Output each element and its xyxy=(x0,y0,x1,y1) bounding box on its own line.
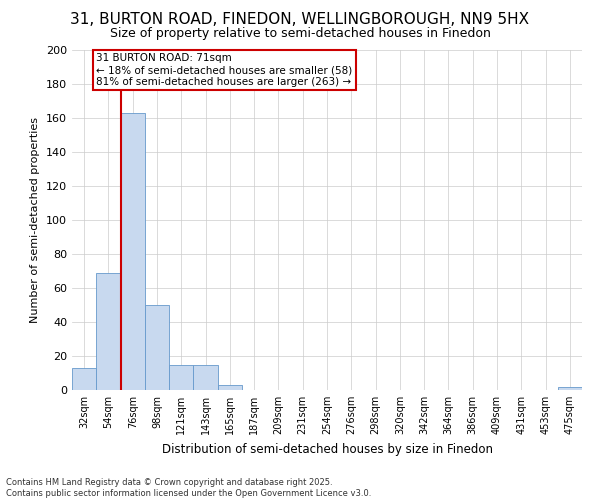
Text: Size of property relative to semi-detached houses in Finedon: Size of property relative to semi-detach… xyxy=(110,28,490,40)
Y-axis label: Number of semi-detached properties: Number of semi-detached properties xyxy=(31,117,40,323)
Bar xyxy=(121,113,145,390)
Bar xyxy=(145,305,169,390)
Text: 31 BURTON ROAD: 71sqm
← 18% of semi-detached houses are smaller (58)
81% of semi: 31 BURTON ROAD: 71sqm ← 18% of semi-deta… xyxy=(96,54,353,86)
Bar xyxy=(72,368,96,390)
Bar xyxy=(193,364,218,390)
Bar xyxy=(218,385,242,390)
X-axis label: Distribution of semi-detached houses by size in Finedon: Distribution of semi-detached houses by … xyxy=(161,442,493,456)
Text: Contains HM Land Registry data © Crown copyright and database right 2025.
Contai: Contains HM Land Registry data © Crown c… xyxy=(6,478,371,498)
Text: 31, BURTON ROAD, FINEDON, WELLINGBOROUGH, NN9 5HX: 31, BURTON ROAD, FINEDON, WELLINGBOROUGH… xyxy=(70,12,530,28)
Bar xyxy=(558,386,582,390)
Bar xyxy=(169,364,193,390)
Bar xyxy=(96,272,121,390)
